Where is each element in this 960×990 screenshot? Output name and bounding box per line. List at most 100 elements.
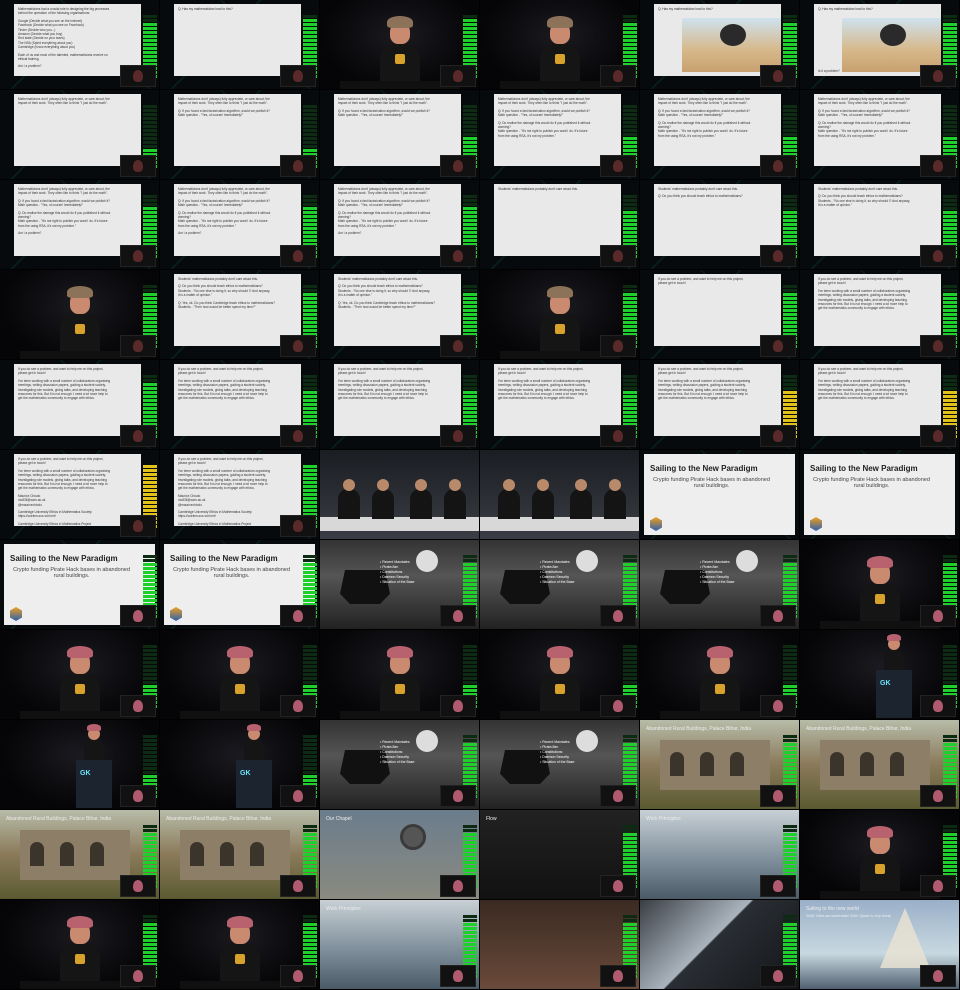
- video-thumbnail[interactable]: If you do see a problem, and want to hel…: [640, 270, 800, 360]
- video-thumbnail[interactable]: Students' mathematicians probably don't …: [320, 270, 480, 360]
- meter-segment: [943, 861, 957, 864]
- video-thumbnail[interactable]: Students' mathematicians probably don't …: [640, 180, 800, 270]
- meter-segment: [623, 661, 637, 664]
- slide-caption: Flow: [486, 816, 497, 822]
- meter-segment: [623, 555, 637, 558]
- meter-segment: [303, 739, 317, 742]
- video-thumbnail[interactable]: GK: [800, 630, 960, 720]
- meter-segment: [783, 919, 797, 922]
- video-thumbnail[interactable]: If you do see a problem, and want to hel…: [800, 360, 960, 450]
- video-thumbnail[interactable]: • Recent Mandates • Pirate/Aim • Constitut…: [640, 540, 800, 630]
- meter-segment: [783, 399, 797, 402]
- video-thumbnail[interactable]: Mathematicians don't (always) fully appr…: [160, 90, 320, 180]
- video-thumbnail[interactable]: If you do see a problem, and want to hel…: [160, 450, 320, 540]
- video-thumbnail[interactable]: Mathematicians don't (always) fully appr…: [320, 90, 480, 180]
- meter-segment: [783, 735, 797, 738]
- video-thumbnail[interactable]: Flow: [480, 810, 640, 900]
- video-thumbnail[interactable]: Sailing to the New Paradigm Crypto fundin…: [160, 540, 320, 630]
- video-thumbnail[interactable]: Sailing to the new world 2048: Cities are…: [800, 900, 960, 990]
- video-thumbnail[interactable]: If you do see a problem, and want to hel…: [480, 360, 640, 450]
- video-thumbnail[interactable]: If you do see a problem, and want to hel…: [0, 450, 160, 540]
- presenter-mini: [293, 970, 303, 982]
- video-thumbnail[interactable]: GK: [0, 720, 160, 810]
- video-thumbnail[interactable]: [640, 630, 800, 720]
- video-thumbnail[interactable]: Students' mathematicians probably don't …: [160, 270, 320, 360]
- slide-text-line: Students' mathematicians probably don't …: [178, 277, 258, 281]
- video-thumbnail[interactable]: Mathematicians don't (always) fully appr…: [480, 90, 640, 180]
- video-thumbnail[interactable]: [480, 450, 640, 540]
- flat-cap: [707, 646, 733, 658]
- video-thumbnail[interactable]: If you do see a problem, and want to hel…: [160, 360, 320, 450]
- slide-text-line: meetings, writing discussion papers, gui…: [338, 383, 426, 388]
- video-thumbnail[interactable]: If you do see a problem, and want to hel…: [800, 270, 960, 360]
- video-thumbnail[interactable]: [800, 810, 960, 900]
- video-thumbnail[interactable]: Our Chapel: [320, 810, 480, 900]
- video-thumbnail[interactable]: [480, 0, 640, 90]
- panelist: [444, 479, 466, 519]
- video-thumbnail[interactable]: [160, 900, 320, 990]
- video-thumbnail[interactable]: Mathematicians don't (always) fully appr…: [0, 90, 160, 180]
- video-thumbnail[interactable]: Abandoned Rural Buildings, Palace Bihar,…: [800, 720, 960, 810]
- meter-segment: [143, 845, 157, 848]
- meter-segment: [463, 199, 477, 202]
- video-thumbnail[interactable]: Mathematicians don't (always) fully appr…: [320, 180, 480, 270]
- meter-segment: [143, 841, 157, 844]
- meter-segment: [943, 853, 957, 856]
- video-thumbnail[interactable]: Mathematicians don't (always) fully appr…: [0, 180, 160, 270]
- video-thumbnail[interactable]: Work Principles: [640, 810, 800, 900]
- video-thumbnail[interactable]: Mathematicians don't (always) fully appr…: [160, 180, 320, 270]
- arch: [220, 842, 234, 866]
- ostrich-image: [682, 18, 781, 72]
- video-thumbnail[interactable]: Work Principles: [320, 900, 480, 990]
- video-thumbnail[interactable]: Q: Has my mathematician lead to this?: [160, 0, 320, 90]
- slide-text-line: from the using RSA, it's not my problem.…: [498, 133, 557, 138]
- video-thumbnail[interactable]: [480, 900, 640, 990]
- meter-segment: [783, 395, 797, 398]
- video-thumbnail[interactable]: Mathematicians had a crucial role in des…: [0, 0, 160, 90]
- slide-text-line: Maurice Chiodo: [18, 493, 41, 498]
- meter-segment: [143, 693, 157, 696]
- video-thumbnail[interactable]: Sailing to the New Paradigm Crypto fundin…: [640, 450, 800, 540]
- video-thumbnail[interactable]: Abandoned Rural Buildings, Palace Bihar,…: [160, 810, 320, 900]
- video-thumbnail[interactable]: • Recent Mandates • Pirate/Aim • Constitut…: [320, 720, 480, 810]
- video-thumbnail[interactable]: Sailing to the New Paradigm Crypto fundin…: [800, 450, 960, 540]
- video-thumbnail[interactable]: If you do see a problem, and want to hel…: [320, 360, 480, 450]
- video-thumbnail[interactable]: Sailing to the New Paradigm Crypto fundin…: [0, 540, 160, 630]
- video-thumbnail[interactable]: Abandoned Rural Buildings, Palace Bihar,…: [0, 810, 160, 900]
- video-thumbnail[interactable]: Mathematicians don't (always) fully appr…: [800, 90, 960, 180]
- video-thumbnail[interactable]: [320, 630, 480, 720]
- video-thumbnail[interactable]: Mathematicians don't (always) fully appr…: [640, 90, 800, 180]
- meter-segment: [943, 673, 957, 676]
- video-thumbnail[interactable]: Students' mathematicians probably don't …: [480, 180, 640, 270]
- video-thumbnail[interactable]: Abandoned Rural Buildings, Palace Bihar,…: [640, 720, 800, 810]
- video-thumbnail[interactable]: [480, 270, 640, 360]
- video-thumbnail[interactable]: [320, 0, 480, 90]
- video-thumbnail[interactable]: • Recent Mandates • Pirate/Aim • Constitut…: [480, 540, 640, 630]
- webcam-thumbnail: [280, 515, 316, 537]
- meter-segment: [783, 603, 797, 606]
- speaker: [860, 824, 900, 899]
- video-thumbnail[interactable]: GK: [160, 720, 320, 810]
- bullet-item: • Constitutions: [540, 750, 563, 754]
- video-thumbnail[interactable]: [0, 900, 160, 990]
- video-thumbnail[interactable]: Q: Has my mathematician lead to this?: [640, 0, 800, 90]
- meter-segment: [463, 19, 477, 22]
- video-thumbnail[interactable]: [320, 450, 480, 540]
- meter-segment: [943, 239, 957, 242]
- video-thumbnail[interactable]: Q: Has my mathematician lead to this? Is …: [800, 0, 960, 90]
- video-thumbnail[interactable]: [480, 630, 640, 720]
- video-thumbnail[interactable]: [0, 630, 160, 720]
- video-thumbnail[interactable]: [640, 900, 800, 990]
- meter-segment: [783, 645, 797, 648]
- slide-text-line: https://cueims.soc.srcf.net/: [18, 514, 56, 519]
- video-thumbnail[interactable]: [160, 630, 320, 720]
- video-thumbnail[interactable]: If you do see a problem, and want to hel…: [640, 360, 800, 450]
- meter-segment: [623, 673, 637, 676]
- video-thumbnail[interactable]: [800, 540, 960, 630]
- video-thumbnail[interactable]: • Recent Mandates • Pirate/Aim • Constitut…: [320, 540, 480, 630]
- lectern: [340, 81, 460, 89]
- video-thumbnail[interactable]: • Recent Mandates • Pirate/Aim • Constitut…: [480, 720, 640, 810]
- video-thumbnail[interactable]: Students' mathematicians probably don't …: [800, 180, 960, 270]
- video-thumbnail[interactable]: [0, 270, 160, 360]
- video-thumbnail[interactable]: If you do see a problem, and want to hel…: [0, 360, 160, 450]
